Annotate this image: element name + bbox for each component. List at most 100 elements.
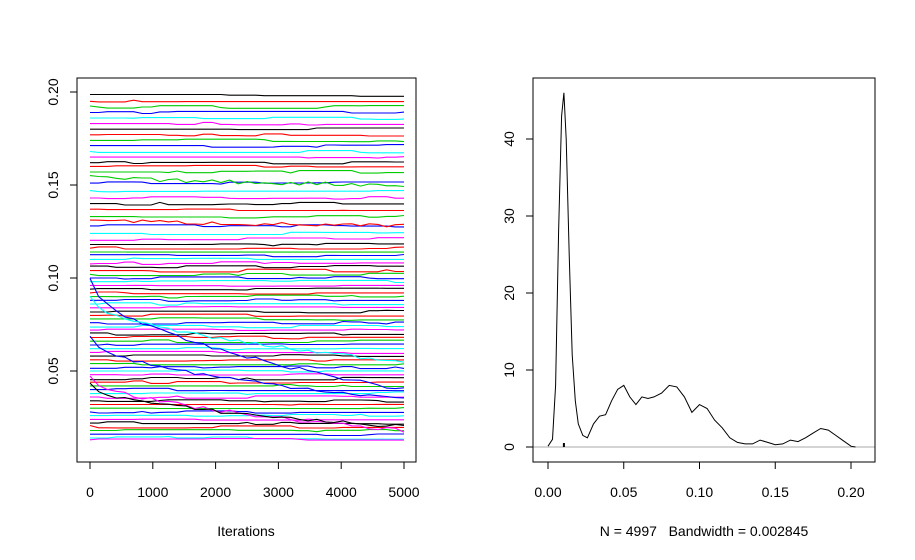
- density-x-tick-label: 0.10: [686, 484, 713, 500]
- density-x-axis: 0.00 0.05 0.10 0.15 0.20: [534, 461, 865, 500]
- trace-series-line: [90, 376, 404, 381]
- trace-series-line: [90, 347, 404, 351]
- trace-drifting-line: [89, 375, 405, 433]
- trace-series-line: [90, 298, 404, 302]
- trace-series-line: [90, 429, 404, 433]
- trace-x-tick-label: 4000: [326, 484, 357, 500]
- trace-series-line: [90, 265, 404, 269]
- trace-drifting-line: [89, 382, 405, 427]
- trace-series-line: [89, 410, 404, 414]
- trace-series-line: [90, 350, 404, 354]
- trace-series-line: [90, 354, 404, 357]
- trace-series-line: [89, 287, 404, 291]
- trace-series-line: [89, 284, 404, 287]
- trace-series-line: [90, 121, 404, 126]
- density-y-tick-label: 40: [501, 131, 517, 147]
- trace-series-line: [90, 133, 404, 137]
- trace-series-line: [90, 413, 405, 417]
- trace-series-line: [90, 335, 404, 340]
- trace-x-tick-label: 2000: [200, 484, 231, 500]
- trace-series-line: [90, 276, 404, 280]
- trace-series-line: [90, 380, 404, 384]
- trace-series-line: [90, 306, 404, 309]
- trace-series-line: [90, 196, 404, 200]
- trace-series-line: [89, 438, 404, 441]
- trace-series-line: [90, 231, 404, 236]
- trace-series-line: [89, 246, 405, 250]
- density-x-tick-label: 0.20: [837, 484, 864, 500]
- density-y-tick-label: 30: [501, 208, 517, 224]
- trace-series-line: [90, 138, 405, 143]
- trace-series-line: [89, 291, 404, 295]
- trace-series-line: [90, 208, 404, 212]
- trace-series-line: [90, 369, 404, 373]
- trace-drifting-line: [89, 219, 405, 228]
- trace-series-line: [90, 214, 405, 219]
- trace-series-line: [89, 99, 404, 103]
- trace-series-line: [90, 365, 405, 370]
- trace-series-line: [90, 201, 404, 206]
- trace-series-line: [90, 161, 404, 165]
- trace-series-line: [90, 156, 405, 159]
- trace-series-line: [90, 294, 405, 299]
- trace-y-axis: 0.05 0.10 0.15 0.20: [45, 78, 78, 385]
- trace-series-line: [90, 373, 404, 376]
- trace-series-line: [90, 253, 405, 258]
- trace-series-line: [90, 170, 404, 174]
- trace-series-line: [90, 127, 404, 131]
- trace-series-line: [89, 272, 404, 277]
- density-x-axis-label: N = 4997 Bandwidth = 0.002845: [600, 523, 809, 539]
- density-y-tick-label: 20: [501, 285, 517, 301]
- trace-series-line: [89, 190, 404, 193]
- trace-y-tick-label: 0.10: [45, 264, 61, 291]
- trace-drifting-line: [89, 278, 405, 390]
- density-curve: [547, 92, 856, 448]
- trace-series-line: [90, 237, 404, 241]
- density-x-tick-label: 0.05: [610, 484, 637, 500]
- trace-drifting-line: [89, 175, 405, 188]
- trace-series-line: [90, 359, 404, 362]
- trace-x-tick-label: 5000: [388, 484, 419, 500]
- trace-x-tick-label: 3000: [263, 484, 294, 500]
- trace-series-line: [90, 436, 404, 440]
- trace-series-line: [90, 384, 404, 388]
- trace-series-line: [90, 362, 405, 366]
- trace-series-line: [89, 261, 404, 265]
- trace-series-line: [90, 164, 404, 168]
- trace-series-line: [89, 424, 404, 429]
- trace-x-tick-label: 1000: [137, 484, 168, 500]
- trace-series-line: [90, 332, 404, 336]
- trace-series-line: [90, 418, 404, 421]
- density-x-tick-label: 0.15: [762, 484, 789, 500]
- trace-series-line: [90, 242, 404, 247]
- trace-y-tick-label: 0.20: [45, 78, 61, 105]
- trace-series-line: [90, 144, 404, 148]
- trace-series-line: [90, 317, 404, 321]
- trace-plot: 0 1000 2000 3000 4000 5000 0.05 0.10 0.15 0.20 I…: [45, 77, 420, 539]
- trace-y-tick-label: 0.05: [45, 357, 61, 384]
- density-plot: 0.00 0.05 0.10 0.15 0.20 0 10 20 30 40 N = 4997 …: [501, 77, 876, 539]
- trace-series-line: [90, 309, 404, 314]
- density-y-tick-label: 0: [501, 443, 517, 451]
- trace-y-tick-label: 0.15: [45, 171, 61, 198]
- trace-series-line: [90, 433, 404, 437]
- trace-x-tick-label: 0: [86, 484, 94, 500]
- trace-series-line: [90, 116, 405, 120]
- density-y-tick-label: 10: [501, 362, 517, 378]
- trace-x-axis-label: Iterations: [217, 523, 275, 539]
- trace-series-line: [90, 302, 404, 306]
- trace-series-line: [90, 313, 404, 317]
- density-plot-frame: [532, 77, 876, 463]
- trace-series-line: [90, 395, 404, 399]
- trace-series-line: [90, 93, 404, 97]
- trace-series-line: [90, 224, 404, 228]
- trace-series-line: [90, 181, 404, 185]
- trace-series-line: [90, 268, 404, 273]
- density-x-tick-label: 0.00: [534, 484, 561, 500]
- trace-series-line: [90, 339, 404, 344]
- trace-series-line: [90, 391, 404, 395]
- trace-x-axis: 0 1000 2000 3000 4000 5000: [86, 461, 420, 500]
- trace-series-line: [90, 257, 404, 260]
- trace-drifting-line: [89, 295, 405, 363]
